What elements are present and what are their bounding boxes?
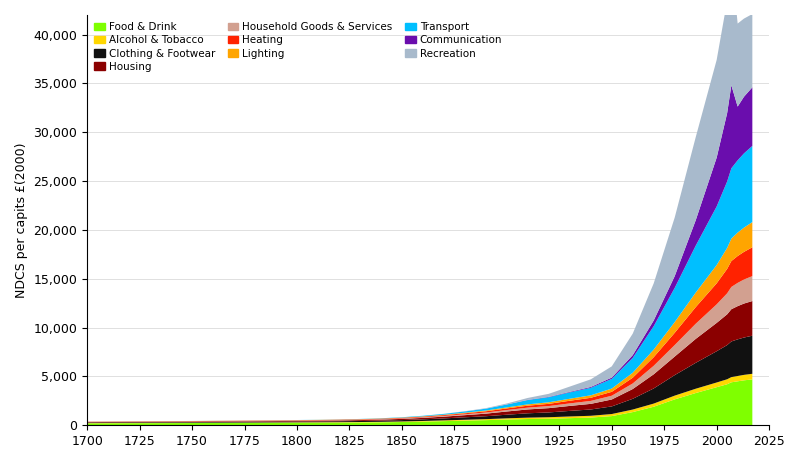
Y-axis label: NDCS per capits £(2000): NDCS per capits £(2000): [15, 143, 28, 298]
Legend: Food & Drink, Alcohol & Tobacco, Clothing & Footwear, Housing, Household Goods &: Food & Drink, Alcohol & Tobacco, Clothin…: [92, 20, 505, 74]
